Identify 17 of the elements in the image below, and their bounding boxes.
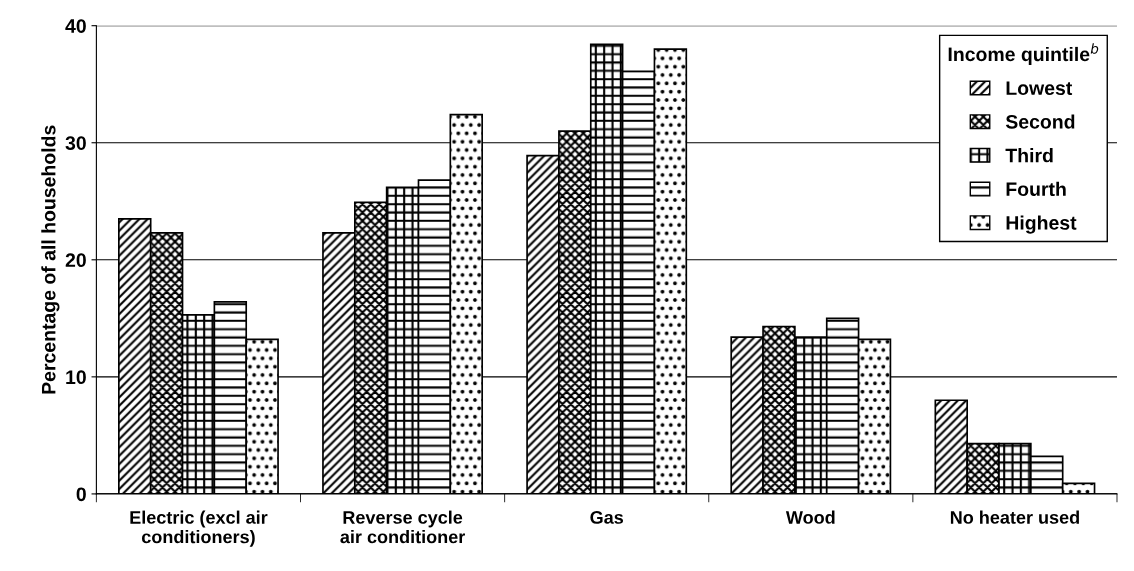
x-tick-label: Wood [785, 510, 835, 524]
y-tick-label: 10 [66, 370, 86, 385]
x-tick-label: Gas [590, 511, 624, 524]
y-tick-label: 30 [65, 136, 86, 151]
legend-label: Highest [1006, 215, 1077, 234]
x-tick-label: Reverse cycle air conditioner [340, 510, 465, 544]
legend-label: Second [1005, 114, 1075, 129]
legend-label: Fourth [1006, 181, 1066, 197]
legend-label: Lowest [1006, 81, 1073, 96]
legend-label: Third [1005, 148, 1053, 163]
y-axis-title: Percentage of all households [41, 125, 60, 394]
legend-title: Income quintile$^{b}$ [948, 43, 1099, 66]
y-tick-label: 0 [76, 487, 86, 502]
y-tick-label: 20 [65, 253, 86, 268]
x-tick-label: Electric (excl air conditioners) [130, 510, 268, 547]
y-tick-label: 40 [65, 19, 86, 33]
x-tick-label: No heater used [950, 510, 1079, 524]
